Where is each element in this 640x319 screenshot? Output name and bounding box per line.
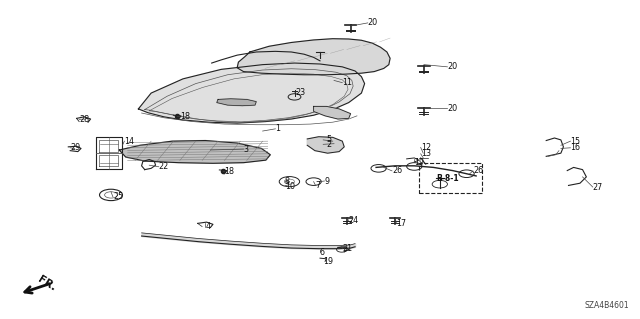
Text: 29: 29: [70, 143, 81, 152]
Text: 13: 13: [420, 149, 431, 158]
Polygon shape: [119, 141, 270, 163]
Text: 22: 22: [159, 162, 169, 171]
Text: FR.: FR.: [36, 274, 58, 293]
Text: 19: 19: [414, 158, 424, 167]
Text: 28: 28: [79, 115, 89, 124]
Text: 17: 17: [396, 219, 406, 228]
Text: 2: 2: [326, 140, 332, 149]
Polygon shape: [138, 63, 365, 123]
Text: 23: 23: [296, 88, 306, 97]
Text: 25: 25: [113, 192, 123, 201]
Polygon shape: [217, 99, 256, 106]
Text: 7: 7: [316, 181, 321, 190]
Text: 16: 16: [570, 143, 580, 152]
Text: 20: 20: [447, 104, 458, 113]
Text: B-8-1: B-8-1: [436, 174, 459, 183]
Text: 24: 24: [349, 216, 359, 225]
Text: 1: 1: [275, 124, 280, 133]
Text: 15: 15: [570, 137, 580, 146]
Text: 18: 18: [180, 112, 190, 121]
Polygon shape: [314, 106, 351, 119]
Text: 4: 4: [205, 222, 211, 231]
Text: 5: 5: [326, 135, 332, 145]
Polygon shape: [307, 137, 344, 153]
Text: 18: 18: [225, 167, 234, 176]
Text: 20: 20: [447, 62, 458, 71]
Text: 14: 14: [124, 137, 134, 146]
Text: 12: 12: [420, 143, 431, 152]
Text: 26: 26: [392, 167, 402, 175]
Text: 19: 19: [323, 257, 333, 266]
Text: 11: 11: [342, 78, 352, 87]
Text: 6: 6: [320, 248, 325, 257]
Text: 9: 9: [324, 176, 330, 186]
Text: 10: 10: [285, 182, 295, 190]
Text: 27: 27: [593, 183, 603, 192]
Text: 26: 26: [473, 167, 483, 175]
Text: 21: 21: [342, 244, 353, 253]
Text: 8: 8: [285, 176, 290, 186]
Text: SZA4B4601: SZA4B4601: [584, 301, 629, 310]
Text: 20: 20: [368, 19, 378, 27]
Polygon shape: [237, 39, 390, 75]
Text: 3: 3: [244, 145, 248, 153]
